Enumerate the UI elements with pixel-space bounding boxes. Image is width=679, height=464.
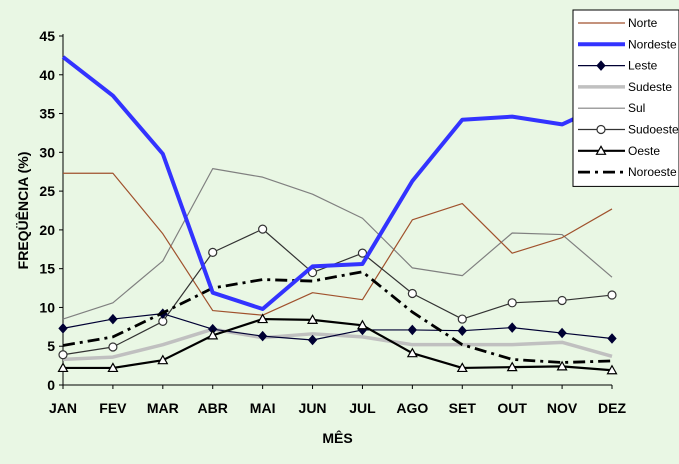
series-line-oeste	[63, 317, 613, 372]
x-tick-label: FEV	[99, 400, 127, 416]
y-tick-label: 20	[39, 222, 55, 238]
point-oeste	[57, 362, 69, 373]
point-oeste	[556, 360, 568, 371]
series-norte	[63, 172, 613, 316]
x-tick-label: ABR	[198, 400, 228, 416]
legend-label-norte: Norte	[628, 16, 658, 30]
point-oeste	[207, 329, 219, 340]
point-leste	[108, 313, 118, 325]
y-tick-label: 10	[39, 299, 55, 315]
point-sudoeste	[457, 314, 467, 324]
point-leste	[58, 323, 68, 334]
point-sudoeste	[58, 350, 68, 360]
series-line-sudeste	[62, 327, 613, 362]
y-axis: 0 5 10 15 20 25 30 35 40 45	[39, 28, 63, 393]
series-line-sudoeste	[62, 228, 613, 356]
y-tick-label: 30	[39, 144, 55, 160]
x-tick-label: SET	[449, 400, 477, 416]
series-sudeste	[62, 327, 613, 362]
point-oeste	[257, 313, 269, 324]
x-tick-label: JAN	[49, 400, 77, 416]
x-tick-label: MAI	[250, 400, 276, 416]
legend-label-oeste: Oeste	[628, 144, 660, 158]
legend-label-sul: Sul	[628, 101, 645, 115]
x-axis-title: MÊS	[322, 429, 352, 446]
point-oeste	[606, 364, 618, 375]
x-tick-label: DEZ	[598, 400, 626, 416]
point-sudoeste	[557, 295, 567, 306]
point-oeste	[456, 362, 468, 373]
point-sudoeste	[357, 248, 368, 258]
series-oeste	[57, 313, 618, 375]
point-leste	[557, 327, 567, 339]
point-oeste	[506, 361, 518, 372]
y-tick-label: 25	[39, 183, 55, 199]
series-sul	[62, 168, 613, 320]
series-line-norte	[63, 172, 613, 316]
y-tick-label: 35	[39, 106, 55, 122]
x-tick-label: JUL	[349, 400, 376, 416]
legend-box	[572, 9, 679, 187]
series-leste	[58, 308, 617, 346]
point-oeste	[107, 362, 119, 373]
legend-label-noroeste: Noroeste	[628, 165, 677, 179]
point-leste	[307, 334, 318, 346]
point-leste	[257, 330, 268, 342]
series-nordeste	[61, 55, 613, 311]
point-oeste	[356, 319, 368, 330]
y-tick-label: 0	[47, 377, 55, 393]
series-sudoeste	[58, 224, 617, 360]
x-axis: JAN FEV MAR ABR MAI JUN JUL AGO SET OUT NOV DEZ	[49, 385, 626, 416]
series-line-sul	[62, 168, 613, 320]
x-tick-label: JUN	[299, 400, 327, 416]
legend-marker-sudoeste	[596, 124, 606, 135]
legend-marker-oeste	[595, 145, 607, 155]
x-tick-label: AGO	[396, 400, 428, 416]
series-line-leste	[62, 313, 613, 341]
legend-label-nordeste: Nordeste	[628, 37, 677, 51]
point-leste	[607, 333, 617, 344]
x-tick-label: NOV	[547, 400, 578, 416]
legend: Norte Nordeste Leste Sudeste Sul Sudoeste Oest…	[572, 9, 679, 187]
y-tick-label: 45	[39, 28, 55, 44]
point-sudoeste	[108, 342, 118, 352]
point-leste	[507, 322, 517, 333]
y-tick-label: 5	[47, 338, 55, 354]
point-leste	[407, 324, 418, 336]
point-sudoeste	[258, 224, 268, 234]
legend-label-leste: Leste	[628, 59, 658, 73]
point-oeste	[157, 354, 169, 365]
series-line-nordeste	[61, 55, 613, 311]
legend-marker-leste	[596, 60, 606, 71]
point-sudoeste	[507, 298, 517, 308]
series-layer	[57, 55, 618, 375]
point-sudoeste	[208, 247, 218, 257]
plot-area	[62, 34, 612, 386]
point-oeste	[406, 347, 418, 358]
legend-label-sudeste: Sudeste	[628, 80, 672, 94]
point-leste	[457, 325, 467, 336]
x-tick-label: OUT	[497, 400, 527, 416]
y-tick-label: 15	[39, 261, 55, 277]
legend-label-sudoeste: Sudoeste	[628, 123, 679, 137]
y-tick-label: 40	[39, 67, 55, 83]
y-axis-title: FREQÜÊNCIA (%)	[14, 152, 31, 270]
point-oeste	[307, 314, 319, 324]
point-sudoeste	[407, 288, 417, 299]
x-tick-label: MAR	[147, 400, 179, 416]
point-sudoeste	[607, 290, 617, 300]
